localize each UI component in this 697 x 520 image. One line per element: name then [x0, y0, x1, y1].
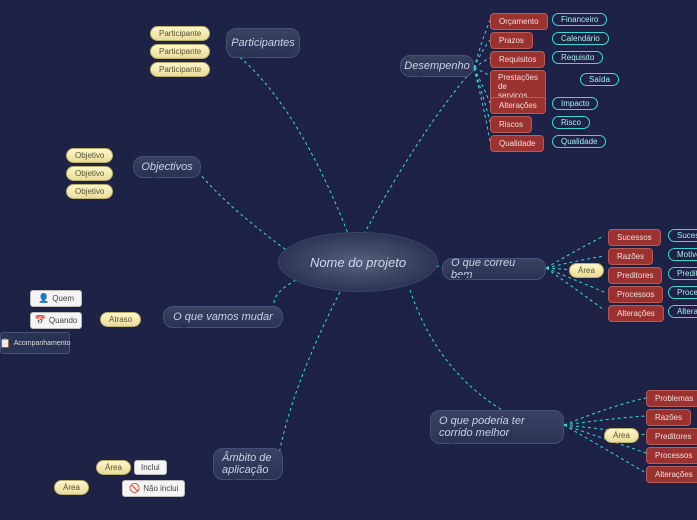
edge: [474, 68, 490, 141]
poderia-area: Área: [604, 428, 639, 443]
bubble-objetivos: Objectivos: [133, 156, 201, 178]
bubble-correu-bem: O que correu bem: [442, 258, 546, 280]
correu-pill-3: Proces: [668, 286, 697, 299]
bubble-participantes: Participantes: [226, 28, 300, 58]
correu-area: Área: [569, 263, 604, 278]
poderia-red-0: Problemas: [646, 390, 697, 407]
poderia-red-1: Razões: [646, 409, 691, 426]
correu-red-0: Sucessos: [608, 229, 661, 246]
edge: [474, 20, 490, 68]
edge: [200, 174, 300, 260]
pill-objetivos-0: Objetivo: [66, 148, 113, 163]
desemp-red-6: Qualidade: [490, 135, 544, 152]
correu-red-4: Alterações: [608, 305, 664, 322]
desemp-pill-3: Saída: [580, 73, 619, 86]
mudar-row-1: 📅Quando: [30, 312, 82, 329]
correu-pill-1: Motivo: [668, 248, 697, 261]
bubble-poderia: O que poderia ter corrido melhor: [430, 410, 564, 444]
correu-pill-2: Predito: [668, 267, 697, 280]
desemp-red-2: Requisitos: [490, 51, 545, 68]
desemp-pill-6: Qualidade: [552, 135, 606, 148]
ambito-inc-1: 🚫Não inclui: [122, 480, 185, 497]
center-node: Nome do projeto: [278, 232, 438, 292]
center-label: Nome do projeto: [310, 255, 406, 270]
poderia-red-4: Alterações: [646, 466, 697, 483]
bubble-ambito: Âmbito de aplicação: [213, 448, 283, 480]
desemp-red-4: Alterações: [490, 97, 546, 114]
bubble-desempenho: Desempenho: [400, 55, 474, 77]
pill-objetivos-2: Objetivo: [66, 184, 113, 199]
desemp-pill-4: Impacto: [552, 97, 598, 110]
correu-red-2: Preditores: [608, 267, 662, 284]
correu-red-3: Processos: [608, 286, 663, 303]
correu-red-1: Razões: [608, 248, 653, 265]
edge: [228, 48, 358, 260]
ambito-inc-0: Inclui: [134, 460, 167, 475]
desemp-red-0: Orçamento: [490, 13, 548, 30]
pill-participantes-1: Participante: [150, 44, 210, 59]
desemp-pill-5: Risco: [552, 116, 590, 129]
poderia-red-2: Preditores: [646, 428, 697, 445]
pill-participantes-0: Participante: [150, 26, 210, 41]
desemp-red-5: Riscos: [490, 116, 532, 133]
desemp-pill-1: Calendário: [552, 32, 609, 45]
desemp-pill-2: Requisito: [552, 51, 603, 64]
ambito-area-1: Área: [54, 480, 89, 495]
pill-participantes-2: Participante: [150, 62, 210, 77]
desemp-red-1: Prazos: [490, 32, 533, 49]
edge: [474, 40, 490, 68]
edge: [410, 290, 520, 420]
correu-pill-0: Sucesso: [668, 229, 697, 242]
edge: [474, 68, 490, 103]
mudar-atraso: Atraso: [100, 312, 141, 327]
mudar-row-2: 📋Acompanhamento: [0, 332, 70, 354]
pill-objetivos-1: Objetivo: [66, 166, 113, 181]
edge: [564, 398, 646, 425]
edge: [358, 68, 474, 245]
edge: [278, 292, 340, 460]
correu-pill-4: Altera: [668, 305, 697, 318]
mudar-row-0: 👤Quem: [30, 290, 82, 307]
bubble-mudar: O que vamos mudar: [163, 306, 283, 328]
ambito-area-0: Área: [96, 460, 131, 475]
poderia-red-3: Processos: [646, 447, 697, 464]
desemp-pill-0: Financeiro: [552, 13, 607, 26]
